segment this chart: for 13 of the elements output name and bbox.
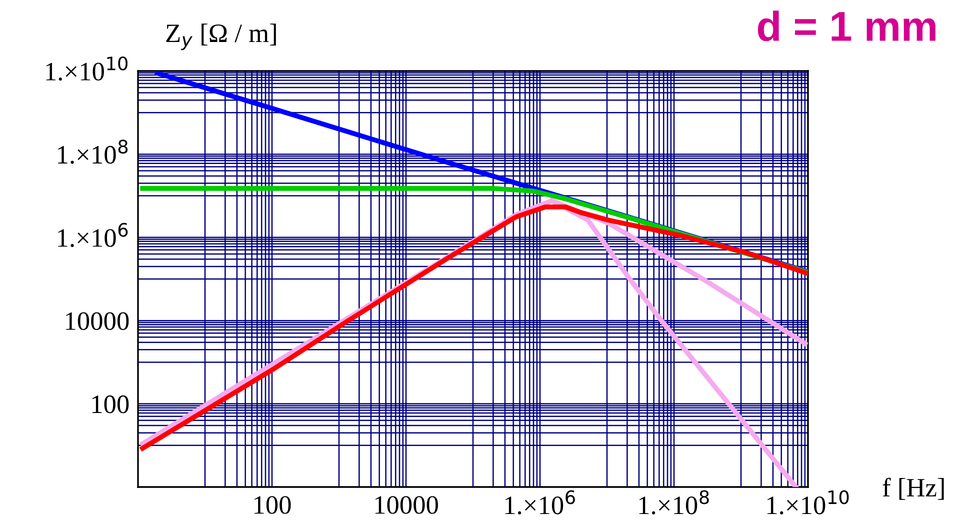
y-tick-label: 100	[92, 395, 129, 414]
x-axis-title: f [Hz]	[882, 478, 944, 500]
y-tick-label: 1.×10$^{6}$	[58, 222, 128, 248]
x-tick-label: 1.×10$^{10}$	[767, 490, 849, 514]
y-axis-title: Z$_{y}$ [Ω / m]	[166, 24, 276, 50]
x-tick-label: 1.×10$^{6}$	[505, 490, 575, 514]
y-tick-label: 10000	[66, 312, 129, 330]
y-tick-label: 1.×10$^{8}$	[58, 140, 128, 164]
x-tick-label: 1.×10$^{8}$	[639, 490, 709, 514]
y-tick-label: 1.×10$^{10}$	[46, 56, 128, 81]
x-tick-label: 100	[254, 496, 291, 514]
chart-title: d = 1 mm	[758, 10, 936, 42]
x-tick-label: 10000	[375, 496, 438, 514]
